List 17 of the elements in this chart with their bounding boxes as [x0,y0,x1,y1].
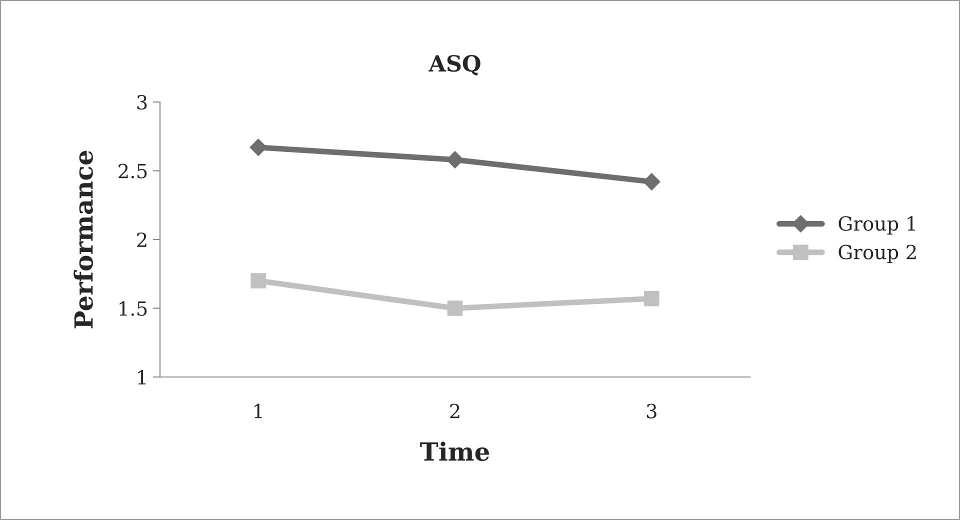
point [642,172,661,191]
legend-label: Group 1 [838,216,915,235]
y-tick-label: 2.5 [118,164,147,178]
y-tick-label: 3 [137,94,147,110]
chart-title: ASQ [428,54,480,76]
y-axis-title: Performance [74,150,93,328]
x-axis-title: Time [420,442,490,462]
point [644,290,660,306]
x-tick-label: 2 [450,404,460,418]
y-tick-label: 1 [138,370,146,384]
y-tick-label: 1.5 [120,301,147,316]
point [447,300,463,316]
legend-label: Group 2 [838,244,916,264]
x-tick-label: 3 [646,404,656,418]
x-tick-label: 1 [254,404,262,418]
point [250,273,266,288]
y-tick-label: 2 [137,232,146,247]
